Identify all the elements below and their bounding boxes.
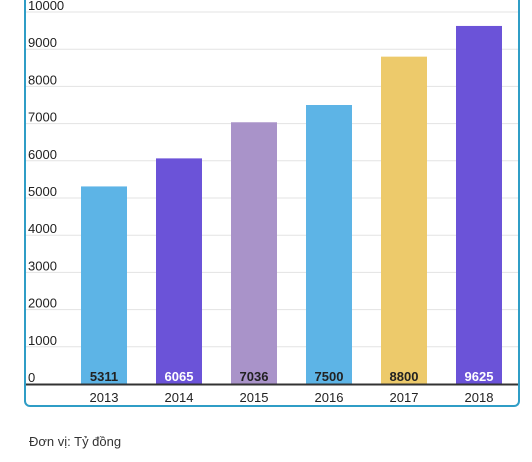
y-tick-label: 5000 [28, 184, 57, 199]
y-tick-label: 10000 [28, 0, 64, 13]
x-tick-label: 2017 [390, 390, 419, 405]
y-tick-label: 9000 [28, 35, 57, 50]
data-label: 7500 [315, 369, 344, 384]
bar [156, 158, 202, 384]
bar [306, 105, 352, 384]
y-tick-label: 3000 [28, 258, 57, 273]
bar [456, 25, 502, 384]
y-tick-label: 1000 [28, 333, 57, 348]
x-tick-label: 2018 [465, 390, 494, 405]
bar [81, 186, 127, 384]
data-label: 9625 [465, 369, 494, 384]
data-label: 5311 [90, 369, 118, 384]
x-tick-label: 2014 [165, 390, 194, 405]
y-tick-label: 7000 [28, 110, 57, 125]
x-tick-label: 2015 [240, 390, 269, 405]
y-tick-label: 6000 [28, 147, 57, 162]
data-label: 6065 [165, 369, 194, 384]
data-label: 8800 [390, 369, 419, 384]
x-tick-label: 2013 [90, 390, 119, 405]
y-tick-label: 4000 [28, 221, 57, 236]
bar [381, 56, 427, 384]
bar-chart: 0 1000 2000 3000 4000 5000 6000 7000 8000 9000 100… [26, 0, 518, 405]
x-tick-label: 2016 [315, 390, 344, 405]
y-tick-label: 8000 [28, 72, 57, 87]
unit-note: Đơn vị: Tỷ đồng [29, 434, 122, 449]
y-tick-label: 2000 [28, 296, 57, 311]
data-label: 7036 [240, 369, 269, 384]
bar [231, 122, 277, 384]
y-tick-label: 0 [28, 370, 35, 385]
